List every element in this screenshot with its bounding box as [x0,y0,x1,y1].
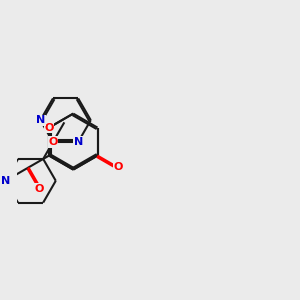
Text: N: N [74,137,83,147]
Text: O: O [48,137,58,147]
Text: O: O [34,184,44,194]
Text: O: O [113,163,123,172]
Text: N: N [36,115,45,125]
Text: O: O [44,123,54,133]
Text: N: N [1,176,10,186]
